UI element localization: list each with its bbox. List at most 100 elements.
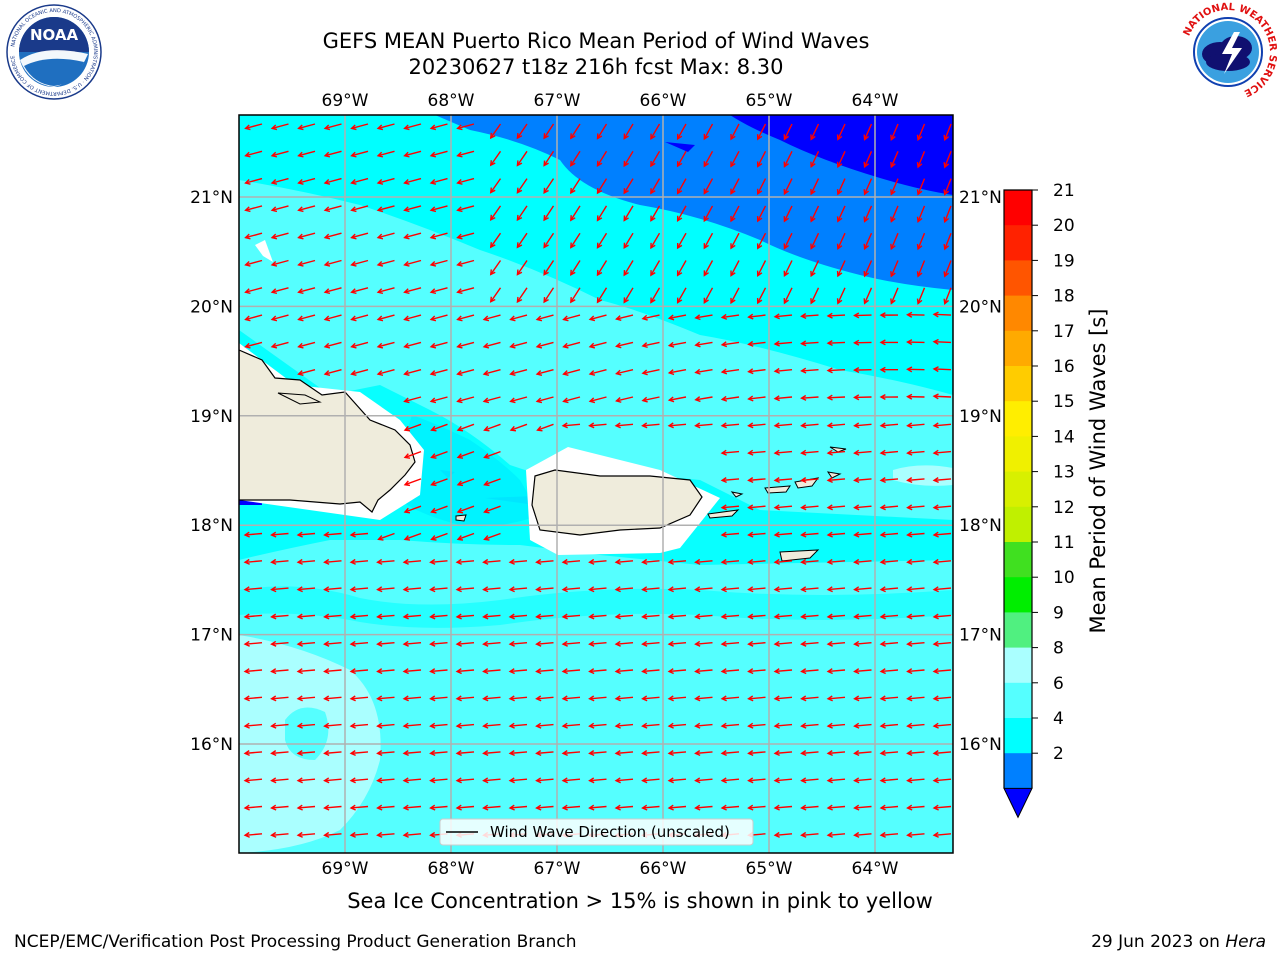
- arrow-head: [350, 179, 357, 185]
- wave-direction-arrow: [854, 423, 872, 427]
- wave-direction-arrow: [934, 532, 952, 536]
- wave-direction-arrow: [703, 260, 714, 276]
- arrow-head: [879, 504, 886, 511]
- wave-direction-arrow: [828, 778, 846, 782]
- arrow-head: [890, 161, 896, 169]
- wave-direction-arrow: [669, 723, 687, 727]
- wave-direction-arrow: [351, 833, 369, 836]
- arrow-head: [853, 312, 860, 319]
- wave-direction-arrow: [616, 314, 634, 320]
- arrow-head: [641, 668, 648, 675]
- arrow-head: [667, 558, 674, 565]
- arrow-head: [456, 124, 463, 131]
- arrow-head: [879, 804, 886, 811]
- wave-direction-arrow: [917, 232, 926, 250]
- wave-direction-arrow: [589, 314, 607, 321]
- wave-direction-arrow: [881, 450, 899, 454]
- arrow-head: [482, 342, 490, 349]
- arrow-head: [667, 396, 675, 403]
- arrow-head: [773, 340, 780, 347]
- wave-direction-arrow: [324, 341, 342, 348]
- wave-direction-arrow: [810, 205, 820, 222]
- arrow-head: [747, 558, 754, 565]
- arrow-head: [349, 722, 356, 729]
- graticule: [239, 115, 953, 853]
- wave-direction-arrow: [934, 696, 952, 700]
- wave-direction-arrow: [907, 560, 925, 563]
- arrow-head: [747, 422, 754, 429]
- lat-label-right: 18°N: [959, 516, 1002, 536]
- wave-direction-arrow: [516, 123, 528, 139]
- wave-direction-arrow: [933, 313, 952, 316]
- arrow-head: [890, 271, 896, 278]
- wave-direction-arrow: [775, 723, 793, 727]
- arrow-head: [641, 804, 648, 811]
- arrow-head: [641, 613, 648, 620]
- arrow-head: [730, 161, 736, 168]
- wave-direction-arrow: [430, 341, 448, 348]
- arrow-head: [561, 777, 568, 784]
- arrow-head: [429, 342, 437, 349]
- wave-direction-arrow: [377, 614, 395, 618]
- wave-direction-arrow: [351, 723, 369, 727]
- wave-direction-arrow: [616, 669, 634, 673]
- arrow-head: [720, 341, 728, 348]
- arrow-head: [570, 187, 576, 195]
- arrow-head: [588, 586, 595, 593]
- wave-direction-arrow: [695, 723, 713, 727]
- arrow-head: [703, 243, 709, 250]
- arrow-head: [703, 188, 709, 195]
- arrow-head: [667, 422, 674, 429]
- wave-direction-arrow: [722, 560, 740, 563]
- wave-direction-arrow: [483, 314, 501, 321]
- field-islands-4-6: [239, 330, 953, 565]
- arrow-head: [455, 586, 462, 593]
- arrow-head: [270, 206, 278, 213]
- wave-direction-arrow: [854, 778, 872, 782]
- wave-direction-arrow: [757, 287, 767, 304]
- wave-direction-arrow: [404, 423, 422, 431]
- arrow-head: [747, 313, 754, 320]
- arrow-head: [879, 339, 886, 346]
- wave-direction-arrow: [563, 778, 581, 782]
- wave-direction-arrow: [775, 314, 793, 318]
- arrow-head: [562, 397, 569, 404]
- arrow-head: [376, 288, 384, 295]
- arrow-head: [455, 558, 462, 565]
- arrow-head: [350, 288, 357, 295]
- wave-direction-arrow: [245, 833, 263, 836]
- wave-direction-arrow: [351, 177, 369, 184]
- wave-direction-arrow: [616, 751, 634, 755]
- tortuga-island: [277, 392, 322, 405]
- wave-direction-arrow: [298, 314, 316, 321]
- wave-direction-arrow: [536, 614, 554, 618]
- wave-direction-arrow: [589, 614, 607, 618]
- wave-direction-arrow: [616, 696, 634, 700]
- wave-direction-arrow: [351, 123, 369, 130]
- wave-direction-arrow: [933, 395, 952, 398]
- wave-direction-arrow: [271, 341, 289, 348]
- wave-direction-arrow: [484, 478, 501, 486]
- arrow-head: [376, 370, 384, 376]
- arrow-head: [244, 233, 251, 240]
- colorbar-tick-label: 14: [1053, 427, 1075, 447]
- wave-direction-arrow: [677, 150, 687, 167]
- wave-direction-arrow: [351, 778, 369, 782]
- wave-direction-arrow: [271, 177, 289, 184]
- wave-direction-arrow: [457, 314, 475, 321]
- wave-direction-arrow: [271, 123, 289, 130]
- wave-direction-arrow: [854, 751, 872, 755]
- arrow-head: [890, 298, 896, 305]
- colorbar-segment: [1004, 647, 1032, 684]
- field-lt-2: [730, 115, 953, 195]
- arrow-head: [535, 315, 543, 322]
- wave-direction-arrow: [757, 150, 767, 167]
- arrow-head: [376, 233, 384, 240]
- footer-credit: NCEP/EMC/Verification Post Processing Pr…: [14, 932, 577, 952]
- wave-direction-arrow: [642, 642, 660, 645]
- arrow-head: [508, 695, 515, 702]
- arrow-head: [596, 215, 603, 222]
- colorbar-segment: [1004, 506, 1032, 543]
- arrow-head: [800, 313, 807, 320]
